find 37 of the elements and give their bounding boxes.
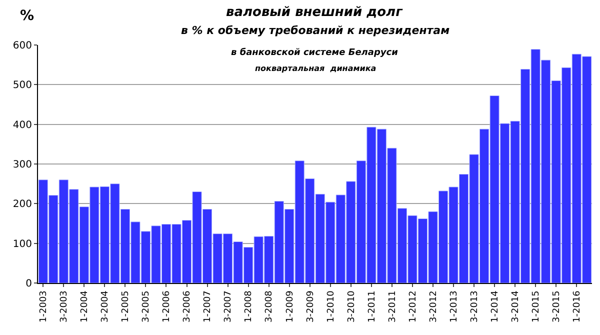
x-tick-label: 1-2008 bbox=[244, 290, 254, 322]
x-tick-label: 3-2011 bbox=[388, 290, 398, 322]
x-tick-label: 3-2005 bbox=[142, 290, 152, 322]
chart-subtitle: в % к объему требований к нерезидентам в банковской системе Беларуси поквартальная динамика bbox=[181, 24, 450, 73]
y-tick-label: 200 bbox=[12, 199, 32, 210]
y-tick-label: 500 bbox=[12, 80, 32, 92]
x-tick-label: 3-2009 bbox=[306, 290, 316, 322]
x-tick-label: 3-2003 bbox=[60, 290, 70, 322]
y-tick-label: 300 bbox=[12, 160, 32, 170]
x-tick-label: 1-2009 bbox=[285, 290, 296, 322]
x-tick-label: 1-2004 bbox=[80, 290, 90, 322]
x-tick-label: 3-2014 bbox=[510, 290, 521, 322]
x-tick-label: 1-2006 bbox=[162, 290, 172, 322]
x-tick-label: 1-2012 bbox=[408, 290, 418, 322]
y-tick-label: 600 bbox=[12, 40, 32, 52]
x-tick-label: 1-2005 bbox=[121, 290, 132, 322]
x-tick-label: 1-2011 bbox=[367, 290, 378, 322]
x-tick-label: 1-2014 bbox=[490, 290, 500, 322]
y-tick-label: 0 bbox=[26, 278, 32, 290]
x-tick-label: 3-2007 bbox=[224, 290, 234, 322]
x-tick-label: 3-2006 bbox=[182, 290, 193, 322]
x-tick-label: 1-2015 bbox=[531, 290, 542, 322]
x-tick-label: 1-2010 bbox=[326, 290, 336, 322]
x-tick-label: 1-2007 bbox=[203, 290, 214, 322]
y-tick-label: 400 bbox=[12, 120, 32, 131]
x-tick-label: 1-2003 bbox=[39, 290, 50, 322]
x-tick-label: 3-2004 bbox=[100, 290, 111, 322]
x-tick-label: 1-2013 bbox=[449, 290, 460, 322]
x-tick-label: 3-2013 bbox=[470, 290, 480, 322]
y-tick-label: 100 bbox=[12, 238, 32, 250]
chart-title: валовый внешний долг bbox=[226, 5, 404, 20]
x-tick-label: 3-2010 bbox=[346, 290, 357, 322]
y-axis-title: % bbox=[20, 8, 34, 24]
x-tick-label: 3-2012 bbox=[428, 290, 439, 322]
x-tick-label: 1-2016 bbox=[572, 290, 583, 322]
x-tick-label: 3-2015 bbox=[552, 290, 562, 322]
x-tick-label: 3-2008 bbox=[264, 290, 275, 322]
